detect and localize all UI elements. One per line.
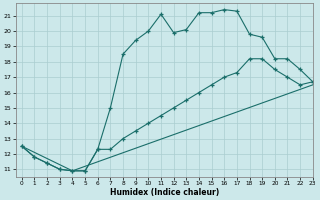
X-axis label: Humidex (Indice chaleur): Humidex (Indice chaleur)	[109, 188, 219, 197]
